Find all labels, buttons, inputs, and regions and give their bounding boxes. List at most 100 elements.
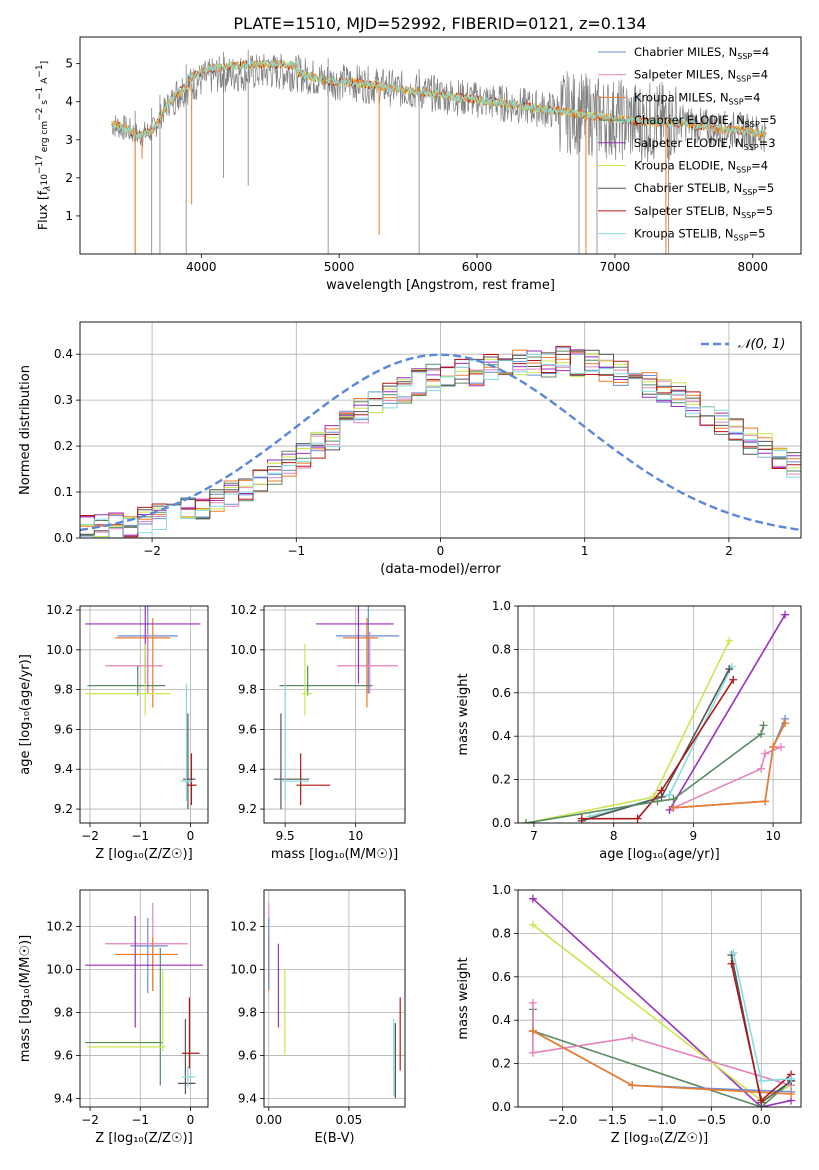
residuals-panel: −2 −1 0 1 2 0.0 0.1 0.2 0.3 0.4 (data-model)/error… bbox=[18, 321, 802, 577]
weight-marker bbox=[725, 664, 734, 673]
weight-marker bbox=[781, 610, 790, 619]
y-axis-label: mass weight bbox=[456, 673, 471, 755]
y-tick-label: 0.1 bbox=[54, 485, 73, 499]
y-label-part: ] bbox=[40, 61, 50, 65]
y-tick-label: 9.4 bbox=[238, 762, 257, 776]
legend-count: =5 bbox=[756, 204, 773, 218]
y-tick-label: 0.2 bbox=[492, 1057, 511, 1071]
y-label-part: −1 bbox=[35, 87, 45, 100]
y-tick-label: 0.4 bbox=[492, 1013, 511, 1027]
weight-marker bbox=[761, 749, 770, 758]
legend-subscript: SSP bbox=[742, 188, 757, 197]
y-tick-label: 4 bbox=[65, 95, 73, 109]
y-tick-label: 0.2 bbox=[54, 439, 73, 453]
y-tick-label: 0.8 bbox=[492, 926, 511, 940]
legend-label: Salpeter ELODIE, NSSP=3 bbox=[634, 136, 776, 152]
x-axis-label: (data-model)/error bbox=[380, 562, 501, 577]
weight-marker bbox=[577, 814, 586, 823]
y-label-part: −1 bbox=[35, 64, 45, 77]
plot-area bbox=[521, 610, 790, 823]
legend-count: =5 bbox=[760, 113, 777, 127]
y-label-part: −2 bbox=[35, 108, 45, 121]
weight-marker bbox=[761, 797, 770, 806]
x-tick-label: 0 bbox=[187, 829, 195, 843]
x-tick-label: 10 bbox=[765, 829, 780, 843]
y-label-part: Flux [f bbox=[35, 190, 50, 230]
y-tick-label: 1.0 bbox=[492, 883, 511, 897]
weight-marker bbox=[777, 743, 786, 752]
weight-marker bbox=[787, 1074, 796, 1083]
mass-vs-ebv-panel: 0.00 0.05 9.4 9.6 9.8 10.0 10.2 E(B-V) bbox=[230, 889, 406, 1146]
plot-area bbox=[111, 49, 767, 254]
y-tick-label: 10.0 bbox=[46, 962, 73, 976]
legend-count: =4 bbox=[751, 68, 768, 82]
x-tick-label: −1 bbox=[131, 829, 149, 843]
y-tick-label: 9.4 bbox=[54, 1091, 73, 1105]
weight-marker bbox=[657, 786, 666, 795]
y-tick-label: 10.2 bbox=[230, 603, 257, 617]
y-tick-label: 9.6 bbox=[54, 722, 73, 736]
y-tick-label: 0.0 bbox=[492, 816, 511, 830]
spectrum-panel: 4000 5000 6000 7000 8000 1 2 3 4 5 wavelength [Ang… bbox=[35, 36, 802, 293]
y-tick-label: 0.3 bbox=[54, 393, 73, 407]
plot-area bbox=[80, 345, 801, 538]
y-tick-label: 0.2 bbox=[492, 773, 511, 787]
x-tick-label: 5000 bbox=[324, 260, 355, 274]
axes-frame bbox=[517, 889, 802, 1108]
weight-marker bbox=[528, 1048, 537, 1057]
y-axis-label: mass [log₁₀(M/M☉)] bbox=[18, 935, 33, 1062]
y-tick-label: 3 bbox=[65, 133, 73, 147]
plot-area bbox=[528, 894, 796, 1107]
age-vs-metallicity-panel: −2 −1 0 9.2 9.4 9.6 9.8 10.0 10.2 Z [log₁₀(Z/Z☉)]… bbox=[18, 603, 209, 862]
x-tick-label: 4000 bbox=[186, 260, 217, 274]
legend-subscript: SSP bbox=[744, 143, 759, 152]
x-axis-label: E(B-V) bbox=[314, 1131, 354, 1146]
legend-count: =4 bbox=[752, 45, 769, 59]
x-tick-label: 7 bbox=[530, 829, 538, 843]
y-label-part: 10 bbox=[40, 174, 50, 186]
weight-marker bbox=[528, 998, 537, 1007]
legend-label: Kroupa ELODIE, NSSP=4 bbox=[634, 159, 768, 175]
legend-label: Salpeter STELIB, NSSP=5 bbox=[634, 204, 773, 220]
weight-line bbox=[581, 679, 734, 820]
weight-marker bbox=[729, 948, 738, 957]
weight-marker bbox=[757, 764, 766, 773]
plot-area bbox=[268, 902, 401, 1099]
y-axis-label: Flux [fλ10−17 erg cm−2 s−1 A−1] bbox=[35, 61, 53, 230]
x-tick-label: −2 bbox=[143, 544, 161, 558]
legend-subscript: SSP bbox=[729, 97, 744, 106]
x-tick-label: −1.5 bbox=[598, 1113, 627, 1127]
plot-area bbox=[273, 606, 400, 810]
y-label-part: λ bbox=[43, 186, 53, 192]
y-tick-label: 0.8 bbox=[492, 642, 511, 656]
legend-count: =3 bbox=[759, 136, 776, 150]
legend-count: =5 bbox=[757, 181, 774, 195]
legend-subscript: SSP bbox=[741, 211, 756, 220]
weight-marker bbox=[653, 797, 662, 806]
weight-marker bbox=[769, 743, 778, 752]
weight-marker bbox=[757, 1076, 766, 1085]
x-tick-label: 0.0 bbox=[752, 1113, 771, 1127]
y-tick-label: 10.0 bbox=[46, 643, 73, 657]
x-axis-label: Z [log₁₀(Z/Z☉)] bbox=[95, 847, 192, 862]
weight-marker bbox=[628, 1033, 637, 1042]
weight-vs-metallicity-panel: −2.0 −1.5 −1.0 −0.5 0.0 0.0 0.2 0.4 0.6 0.8 1.0 Z [… bbox=[456, 883, 802, 1146]
legend-label: Kroupa STELIB, NSSP=5 bbox=[634, 227, 765, 243]
y-label-part: A bbox=[40, 77, 50, 87]
axes-frame bbox=[517, 605, 802, 824]
y-tick-label: 9.6 bbox=[54, 1048, 73, 1062]
y-label-part: s bbox=[40, 100, 50, 108]
legend-label: Salpeter MILES, NSSP=4 bbox=[634, 68, 768, 84]
x-tick-label: 8000 bbox=[737, 260, 768, 274]
x-tick-label: 0.00 bbox=[255, 1113, 282, 1127]
y-tick-label: 9.8 bbox=[54, 1005, 73, 1019]
plot-area bbox=[85, 902, 203, 1095]
legend-label: Kroupa MILES, NSSP=4 bbox=[634, 90, 760, 106]
gaussian-curve bbox=[80, 353, 801, 532]
age-vs-mass-panel: 9.5 10 9.2 9.4 9.6 9.8 10.0 10.2 mass [log₁₀(M/M… bbox=[230, 603, 406, 862]
x-tick-label: −1.0 bbox=[647, 1113, 676, 1127]
y-tick-label: 9.2 bbox=[54, 802, 73, 816]
weight-marker bbox=[521, 819, 530, 823]
y-tick-label: 0.4 bbox=[54, 347, 73, 361]
